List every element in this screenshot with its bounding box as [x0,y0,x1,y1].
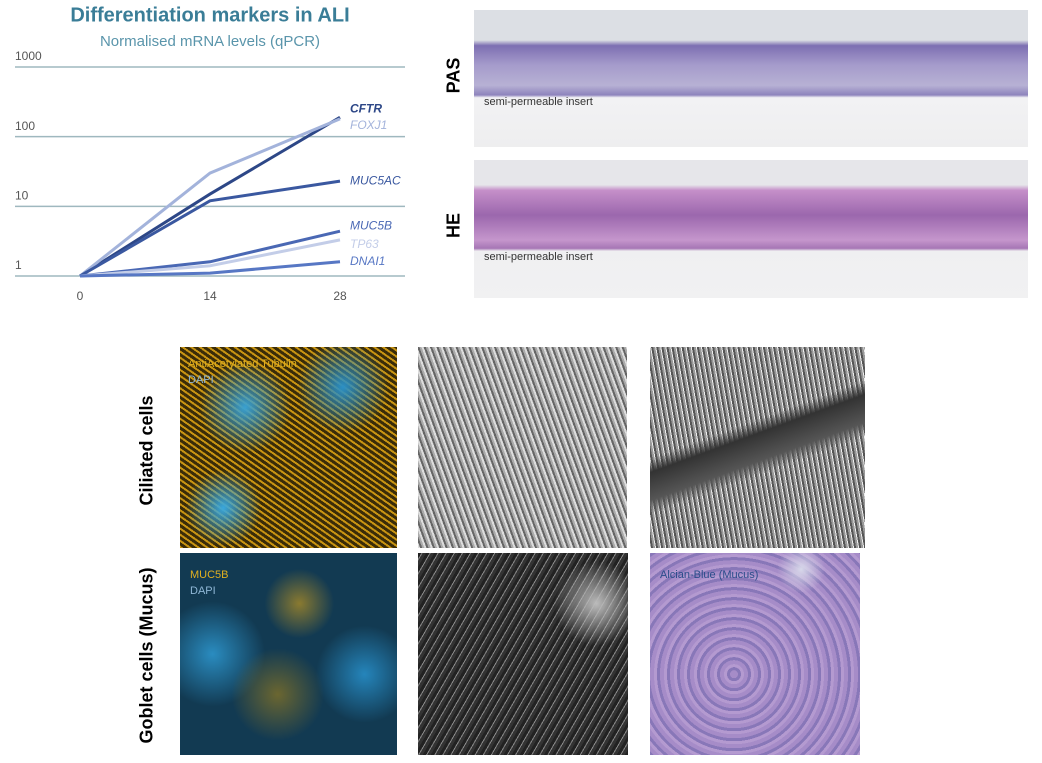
x-tick-label: 14 [203,289,217,303]
row-label: Ciliated cells [136,395,157,506]
x-tick-label: 0 [77,289,84,303]
ciliated-sem [418,347,627,548]
goblet-fluorescence [180,553,397,755]
series-label: MUC5AC [350,173,401,187]
y-tick-label: 10 [15,189,29,203]
series-label: DNAI1 [350,254,385,268]
chart-title: Differentiation markers in ALI [70,4,349,26]
stain-label: AntiAcetylated Tubulin [188,358,297,370]
chart-subtitle: Normalised mRNA levels (qPCR) [100,33,320,50]
pas-caption: semi-permeable insert [484,96,593,108]
pas-image [474,10,1028,147]
series-label: MUC5B [350,218,392,232]
y-tick-label: 1000 [15,49,42,63]
he-label: HE [443,213,464,239]
dapi-label: DAPI [190,585,216,597]
series-label: FOXJ1 [350,118,387,132]
goblet-sem [418,553,628,755]
series-line [79,179,341,278]
series-line [79,238,341,278]
alcian-label: Alcian-Blue (Mucus) [660,569,759,581]
dapi-label: DAPI [188,374,214,386]
he-caption: semi-permeable insert [484,251,593,263]
x-tick-label: 28 [333,289,347,303]
y-tick-label: 1 [15,258,22,272]
ciliated-sem-wide [650,347,865,548]
stain-label: MUC5B [190,569,229,581]
series-label: CFTR [350,101,382,115]
y-tick-label: 100 [15,119,35,133]
series-line [79,115,341,278]
series-line [79,260,341,278]
series-line [79,117,341,278]
pas-label: PAS [443,57,464,94]
chart: Differentiation markers in ALI Normalise… [15,4,405,303]
row-label: Goblet cells (Mucus) [136,567,157,744]
ciliated-fluorescence [180,347,397,548]
series-label: TP63 [350,237,379,251]
alcian-image [650,553,860,755]
he-image [474,160,1028,298]
